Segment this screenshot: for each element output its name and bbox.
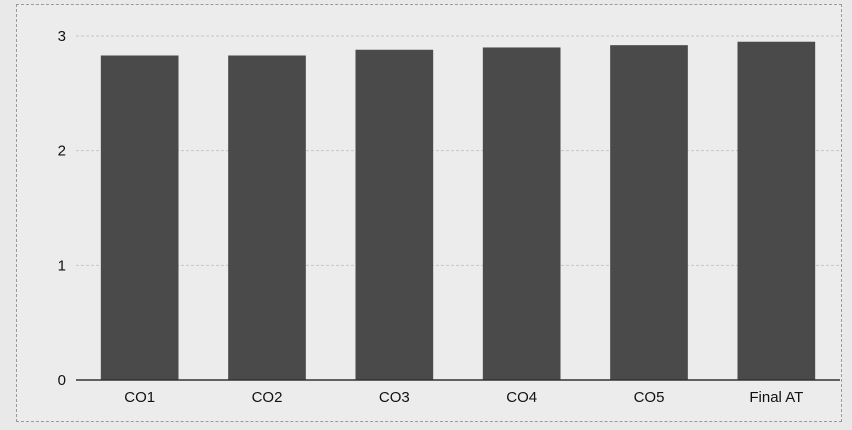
bar-final-at: [737, 41, 816, 380]
bar-co1: [100, 55, 179, 380]
x-tick-label: Final AT: [749, 389, 803, 406]
gridlines: [76, 35, 840, 266]
y-tick-label: 1: [58, 257, 66, 274]
bar-co5: [610, 45, 688, 380]
bar-co3: [355, 49, 434, 380]
x-tick-label: CO2: [252, 389, 283, 406]
y-tick-label: 2: [58, 143, 66, 160]
x-tick-label: CO1: [124, 389, 155, 406]
y-tick-labels: 0 1 2 3: [58, 28, 66, 389]
y-tick-label: 0: [58, 372, 66, 389]
bar-co2: [228, 55, 306, 380]
x-tick-label: CO4: [506, 389, 537, 406]
bar-co4: [482, 47, 561, 380]
x-tick-label: CO3: [379, 389, 410, 406]
x-tick-label: CO5: [634, 389, 665, 406]
y-tick-label: 3: [58, 28, 66, 45]
x-tick-labels: CO1 CO2 CO3 CO4 CO5 Final AT: [124, 389, 803, 406]
bars: [100, 41, 816, 380]
